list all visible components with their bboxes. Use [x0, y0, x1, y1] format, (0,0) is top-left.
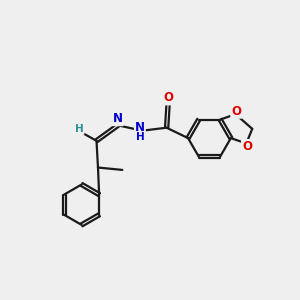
Text: N: N: [113, 112, 123, 125]
Text: H: H: [136, 132, 144, 142]
Text: O: O: [163, 92, 173, 104]
Text: N: N: [135, 121, 145, 134]
Text: H: H: [75, 124, 84, 134]
Text: O: O: [231, 105, 241, 118]
Text: O: O: [242, 140, 252, 153]
